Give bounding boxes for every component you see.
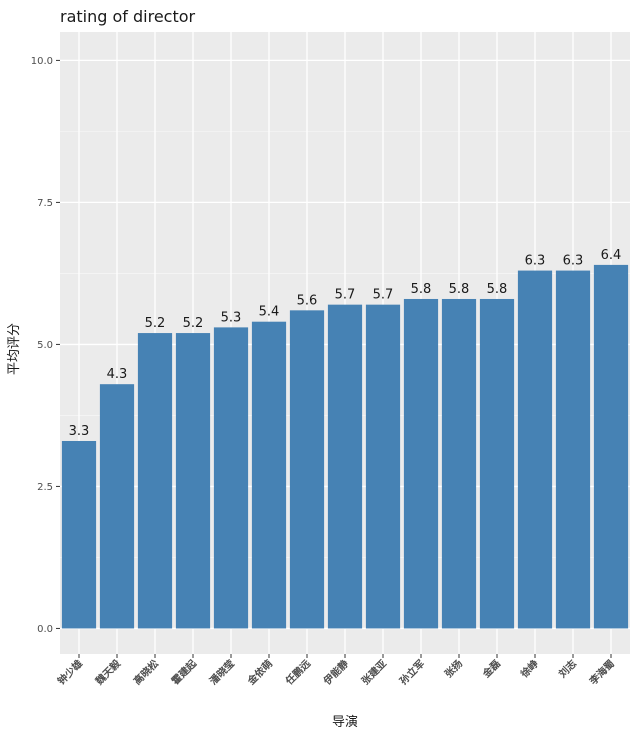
data-labels: 3.3 4.3 5.2 5.2 5.3 5.4 5.6 5.7 5.7 5.8 5.8 5.8 6.3 6…: [69, 248, 622, 439]
bar: [441, 298, 477, 629]
bars: [61, 264, 629, 629]
y-tick-label: 10.0: [31, 56, 53, 67]
bar: [251, 321, 287, 629]
y-tick-label: 2.5: [37, 482, 53, 493]
data-label: 4.3: [107, 367, 128, 382]
data-label: 5.8: [487, 282, 508, 297]
x-tick-label: 张扬: [442, 657, 465, 680]
data-label: 5.8: [449, 282, 470, 297]
data-label: 6.4: [601, 248, 622, 263]
x-tick-label: 霍建起: [169, 656, 200, 687]
y-axis: 0.0 2.5 5.0 7.5 10.0: [31, 56, 60, 635]
data-label: 3.3: [69, 424, 90, 439]
bar: [289, 310, 325, 629]
data-label: 5.8: [411, 282, 432, 297]
bar: [327, 304, 363, 629]
bar: [61, 440, 97, 629]
x-axis: 钟少雄 魏天毅 高晓松 霍建起 潘晓莹 金依萌 任鹏远 伊能静 张建亚 孙立军 张扬 金磊 徐峥 刘志 李海…: [55, 654, 617, 688]
chart-title: rating of director: [60, 7, 196, 26]
bar: [213, 327, 249, 629]
x-tick-label: 孙立军: [397, 657, 427, 687]
data-label: 5.7: [373, 288, 394, 303]
x-tick-label: 钟少雄: [55, 657, 85, 687]
bar: [555, 270, 591, 629]
data-label: 5.3: [221, 310, 242, 325]
x-tick-label: 徐峥: [517, 657, 541, 681]
data-label: 5.4: [259, 305, 280, 320]
x-axis-title: 导演: [332, 714, 358, 730]
bar: [99, 384, 135, 629]
data-label: 6.3: [563, 254, 584, 269]
bar: [517, 270, 553, 629]
data-label: 5.7: [335, 288, 356, 303]
bar: [479, 298, 515, 629]
bar: [403, 298, 439, 629]
data-label: 6.3: [525, 254, 546, 269]
data-label: 5.2: [145, 316, 166, 331]
y-tick-label: 0.0: [37, 624, 53, 635]
x-tick-label: 高晓松: [131, 657, 161, 687]
x-tick-label: 任鹏远: [282, 657, 313, 688]
x-tick-label: 张建亚: [359, 657, 389, 687]
data-label: 5.2: [183, 316, 204, 331]
bar: [175, 333, 211, 629]
y-tick-label: 7.5: [37, 198, 53, 209]
data-label: 5.6: [297, 293, 318, 308]
bar: [593, 264, 629, 629]
y-tick-label: 5.0: [37, 340, 53, 351]
x-tick-label: 李海蜀: [586, 657, 617, 688]
y-axis-title: 平均评分: [7, 323, 22, 375]
x-tick-label: 潘晓莹: [207, 657, 237, 687]
x-tick-label: 刘志: [556, 657, 579, 680]
bar: [137, 333, 173, 629]
x-tick-label: 金磊: [479, 657, 503, 681]
bar: [365, 304, 401, 629]
x-tick-label: 魏天毅: [92, 656, 124, 688]
x-tick-label: 伊能静: [320, 657, 351, 688]
x-tick-label: 金依萌: [244, 657, 275, 688]
